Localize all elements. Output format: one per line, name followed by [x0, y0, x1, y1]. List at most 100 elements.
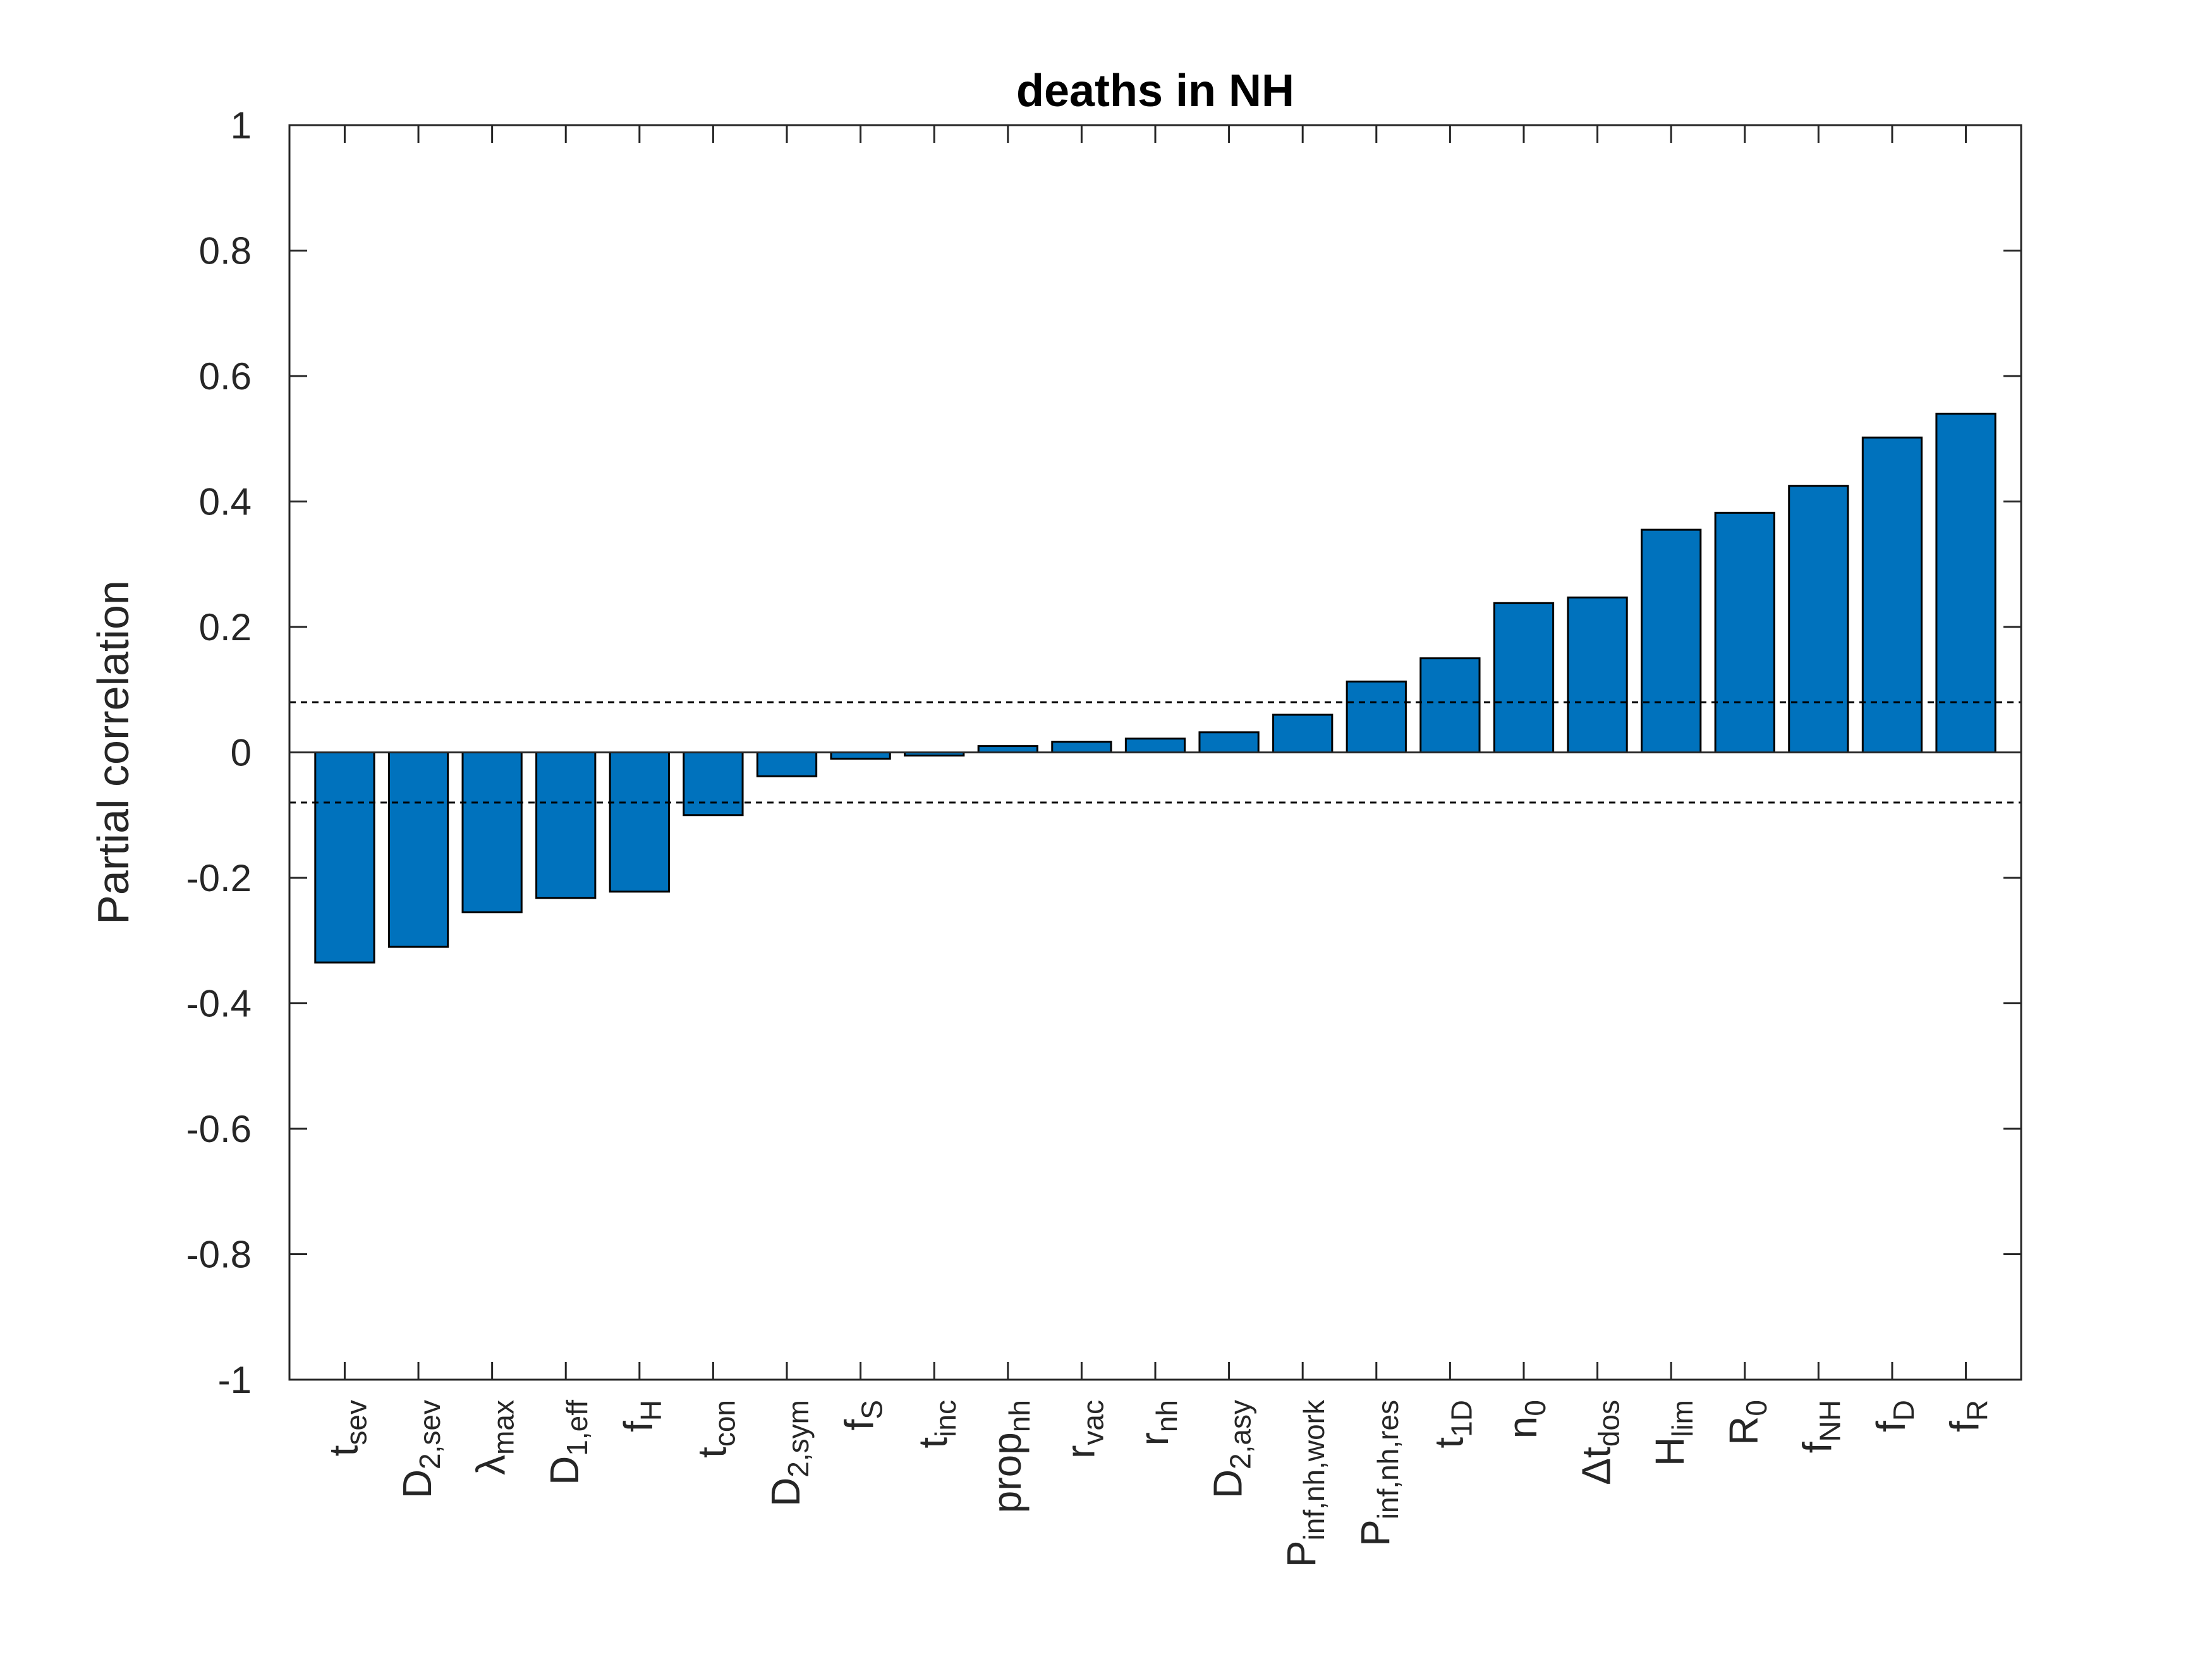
x-tick-label-sub: R [1961, 1400, 1994, 1421]
bar [1714, 511, 1775, 753]
x-tick-label: D2,sev [394, 1400, 446, 1498]
chart-title: deaths in NH [1016, 66, 1294, 116]
y-tick-label: 0 [231, 732, 252, 774]
x-tick-label-main: D [394, 1469, 440, 1498]
x-tick-label-main: t [1426, 1437, 1471, 1449]
y-tick-label: 0.6 [199, 355, 252, 398]
bar [1493, 602, 1555, 753]
x-tick-label: fS [837, 1400, 889, 1430]
x-tick-label: D2,asy [1205, 1400, 1257, 1498]
y-tick-label: 0.2 [199, 606, 252, 648]
x-tick-label-main: D [763, 1478, 808, 1507]
x-tick-label-sub: con [708, 1400, 741, 1447]
x-tick-label-main: t [910, 1437, 956, 1449]
x-tick-label-main: λ [468, 1455, 514, 1475]
x-tick-label: Pinf,nh,res [1352, 1400, 1404, 1547]
x-tick-label-main: H [1647, 1437, 1692, 1466]
bar [756, 751, 818, 777]
bar [609, 751, 670, 893]
x-tick-label: rvac [1057, 1400, 1109, 1459]
bar [1935, 413, 1996, 753]
x-tick-label-main: n [1500, 1416, 1545, 1439]
x-tick-label: tcon [689, 1400, 741, 1458]
y-tick-label: -0.6 [186, 1108, 252, 1150]
x-tick-label-sub: nh [1150, 1400, 1183, 1432]
x-tick-label: fH [616, 1400, 667, 1432]
x-tick-label-main: R [1721, 1416, 1766, 1445]
bar [1567, 596, 1628, 753]
x-tick-label: D1,eff [542, 1400, 593, 1485]
x-tick-label-sub: vac [1076, 1400, 1109, 1445]
x-tick-label-sub: inc [929, 1400, 962, 1437]
x-tick-label-main: f [616, 1421, 661, 1432]
x-tick-label-sub: D [1887, 1400, 1920, 1421]
y-axis-label: Partial correlation [88, 580, 138, 925]
bar [1272, 714, 1334, 753]
x-tick-label-main: r [1057, 1445, 1103, 1459]
x-tick-label-main: Δt [1574, 1447, 1619, 1485]
x-tick-label-sub: H [635, 1400, 667, 1421]
x-tick-label-sub: 2,sym [782, 1400, 815, 1478]
x-tick-label: R0 [1721, 1400, 1773, 1445]
x-tick-label: tinc [910, 1400, 962, 1449]
x-tick-label: fR [1942, 1400, 1994, 1432]
x-tick-label-sub: NH [1813, 1400, 1846, 1442]
x-tick-label-sub: 2,asy [1224, 1400, 1257, 1469]
y-tick-label: 0.8 [199, 230, 252, 272]
x-tick-label: n0 [1500, 1400, 1552, 1438]
x-tick-label-main: P [1279, 1540, 1324, 1567]
x-tick-label: λmax [468, 1400, 520, 1475]
x-tick-label: rnh [1131, 1400, 1183, 1445]
x-tick-label: D2,sym [763, 1400, 815, 1507]
bar [1346, 680, 1407, 754]
x-tick-label: t1D [1426, 1400, 1478, 1449]
x-tick-label-main: t [689, 1447, 734, 1458]
y-tick-label: 0.4 [199, 481, 252, 523]
reference-lines-group [289, 701, 2021, 804]
x-tick-label-main: P [1352, 1519, 1398, 1547]
x-tick-label: Hlim [1647, 1400, 1699, 1466]
x-tick-label-sub: sev [339, 1400, 372, 1445]
x-tick-label-main: D [1205, 1469, 1251, 1498]
bars-group [314, 413, 1996, 964]
x-tick-label-sub: S [856, 1400, 889, 1419]
x-tick-label: Pinf,nh,work [1279, 1399, 1330, 1567]
bar [535, 751, 597, 899]
x-tick-label-sub: 0 [1740, 1400, 1773, 1416]
bar [1124, 738, 1186, 754]
y-tick-label: -0.4 [186, 983, 252, 1025]
bar [387, 751, 449, 948]
x-tick-label-sub: 2,sev [413, 1400, 446, 1469]
x-tick-label: tsev [320, 1400, 372, 1456]
bar [683, 751, 744, 817]
x-tick-label-sub: inf,nh,res [1371, 1400, 1404, 1519]
x-tick-label: Δtdos [1574, 1400, 1626, 1485]
x-tick-label-main: f [1794, 1442, 1840, 1453]
x-tick-label-main: prop [984, 1432, 1030, 1513]
bar [1788, 485, 1849, 753]
x-tick-label-sub: lim [1666, 1400, 1699, 1437]
bar [461, 751, 523, 914]
x-tick-label-main: f [1942, 1421, 1988, 1432]
bar [1198, 731, 1260, 753]
bar [1051, 741, 1112, 753]
y-tick-label: -0.2 [186, 857, 252, 899]
axes-frame [288, 124, 2022, 1381]
bar [1861, 436, 1923, 753]
x-tick-label-main: D [542, 1456, 587, 1485]
y-tick-label: 1 [231, 104, 252, 147]
x-tick-label-sub: 0 [1519, 1400, 1552, 1416]
y-tick-label: -1 [218, 1359, 252, 1401]
x-tick-label: fNH [1794, 1400, 1846, 1453]
x-tick-label-sub: 1D [1445, 1400, 1478, 1437]
x-tick-label-main: r [1131, 1432, 1177, 1445]
x-tick-label-main: f [837, 1419, 882, 1430]
bar [314, 751, 375, 964]
x-tick-label-main: f [1868, 1421, 1914, 1432]
x-tick-label: fD [1868, 1400, 1920, 1432]
bar [1641, 528, 1702, 753]
bar [1419, 657, 1481, 753]
x-tick-label-sub: 1,eff [561, 1400, 593, 1456]
